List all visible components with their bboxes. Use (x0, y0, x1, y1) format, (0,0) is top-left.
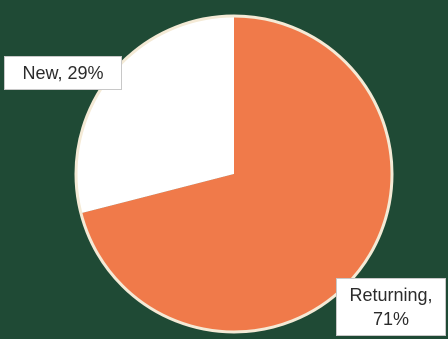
data-label-new-text: New, 29% (22, 63, 104, 83)
data-label-returning-line1: Returning, (349, 285, 433, 305)
data-label-new: New, 29% (4, 56, 122, 90)
pie-slice-new (75, 15, 234, 214)
pie-outline (74, 14, 394, 334)
data-label-returning: Returning, 71% (336, 278, 446, 336)
data-label-returning-line2: 71% (372, 309, 410, 329)
pie-slice-returning (80, 16, 392, 332)
